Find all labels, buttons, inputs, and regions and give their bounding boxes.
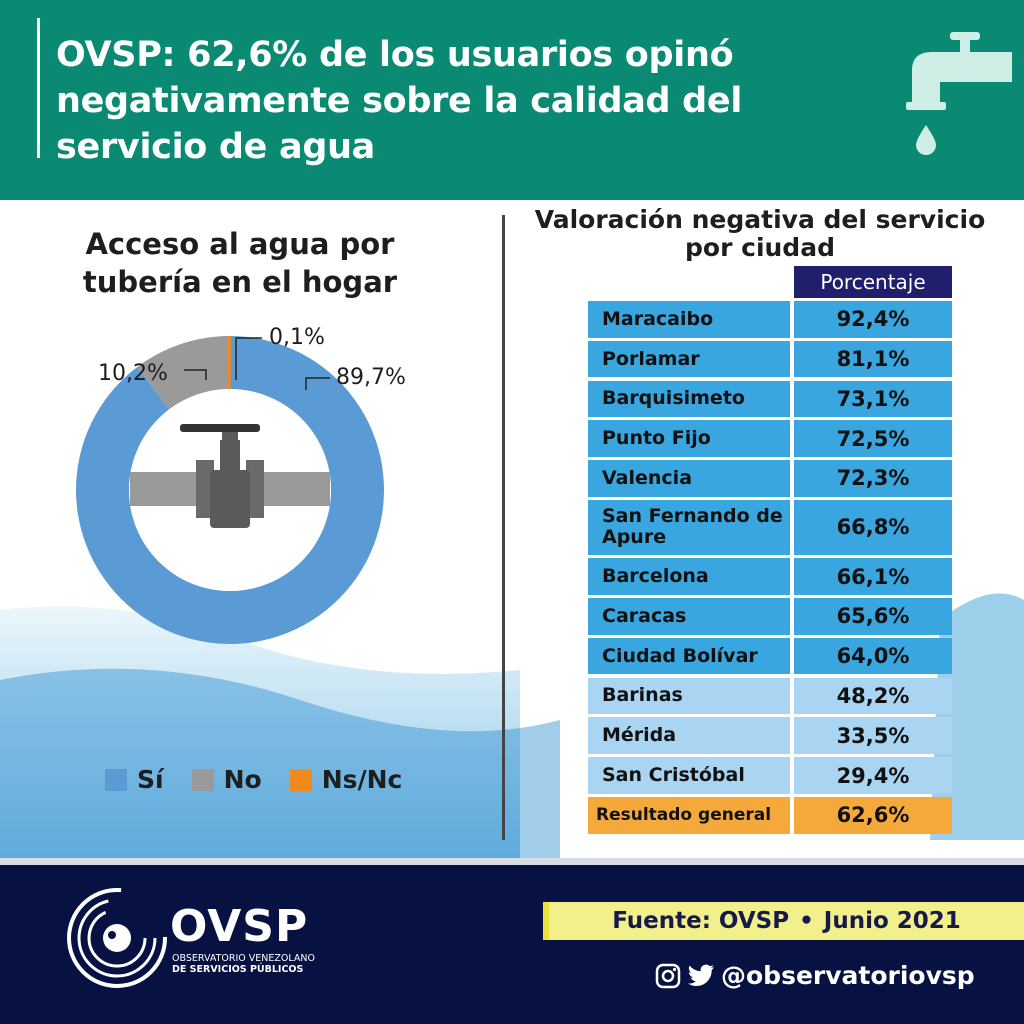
source-label: Fuente: OVSP bbox=[612, 908, 790, 934]
table-row: Mérida 33,5% bbox=[588, 717, 956, 754]
table-row: Porlamar 81,1% bbox=[588, 340, 956, 378]
table-row: San Cristóbal 29,4% bbox=[588, 757, 956, 794]
row-label: San Fernando de Apure bbox=[588, 499, 790, 555]
table-row: Valencia 72,3% bbox=[588, 460, 956, 497]
social-handle: @observatoriovsp bbox=[655, 961, 975, 990]
label-leader-lines bbox=[184, 337, 330, 390]
table-row: Maracaibo 92,4% bbox=[588, 301, 956, 338]
row-value: 72,3% bbox=[794, 460, 952, 497]
donut-legend: Sí No Ns/Nc bbox=[105, 765, 416, 794]
ovsp-logo-icon bbox=[67, 888, 167, 988]
row-value: 65,6% bbox=[794, 598, 952, 635]
header-banner: OVSP: 62,6% de los usuarios opinó negati… bbox=[0, 0, 1024, 205]
logo-subtitle-1: OBSERVATORIO VENEZOLANO bbox=[172, 953, 315, 964]
header-accent-line bbox=[37, 18, 40, 158]
table-row: Caracas 65,6% bbox=[588, 598, 956, 635]
row-label: Barquisimeto bbox=[588, 380, 790, 418]
table-title-line1: Valoración negativa del servicio bbox=[534, 205, 986, 234]
page-title: OVSP: 62,6% de los usuarios opinó negati… bbox=[56, 35, 743, 167]
donut-title: Acceso al agua por tubería en el hogar bbox=[40, 225, 440, 301]
row-value: 72,5% bbox=[794, 420, 952, 457]
city-table: Porcentaje Maracaibo 92,4% Porlamar 81,1% Ba… bbox=[588, 266, 956, 837]
logo-subtitle-2: DE SERVICIOS PÚBLICOS bbox=[172, 964, 304, 975]
donut-slice-no bbox=[137, 336, 230, 410]
row-label: Punto Fijo bbox=[588, 420, 790, 457]
column-header: Porcentaje bbox=[794, 266, 952, 298]
access-donut-chart bbox=[75, 336, 384, 644]
row-value: 66,1% bbox=[794, 558, 952, 595]
row-value: 73,1% bbox=[794, 380, 952, 418]
pipe-valve-icon bbox=[130, 424, 330, 528]
water-waves-background bbox=[0, 593, 1024, 860]
row-value: 33,5% bbox=[794, 717, 952, 754]
donut-title-line2: tubería en el hogar bbox=[82, 265, 398, 299]
panel-divider bbox=[502, 215, 505, 840]
table-row: Punto Fijo 72,5% bbox=[588, 420, 956, 457]
legend-swatch bbox=[289, 768, 312, 791]
row-value: 48,2% bbox=[794, 677, 952, 715]
table-title: Valoración negativa del servicio por ciu… bbox=[515, 206, 1005, 262]
row-label: Resultado general bbox=[588, 797, 790, 834]
row-value: 81,1% bbox=[794, 340, 952, 378]
table-row: Barquisimeto 73,1% bbox=[588, 380, 956, 418]
source-date: Junio 2021 bbox=[823, 908, 961, 934]
footer: OVSP OBSERVATORIO VENEZOLANO DE SERVICIO… bbox=[0, 865, 1024, 1024]
content-area: Acceso al agua por tubería en el hogar 1… bbox=[0, 200, 1024, 860]
row-label: Mérida bbox=[588, 717, 790, 754]
donut-slice-nsnc bbox=[227, 336, 231, 390]
row-label: San Cristóbal bbox=[588, 757, 790, 794]
table-row-total: Resultado general 62,6% bbox=[588, 797, 956, 834]
water-tap-icon bbox=[906, 32, 1012, 155]
row-value: 66,8% bbox=[794, 499, 952, 555]
legend-label: Ns/Nc bbox=[321, 765, 403, 794]
instagram-icon[interactable] bbox=[655, 963, 681, 989]
legend-swatch bbox=[105, 768, 127, 791]
row-label: Ciudad Bolívar bbox=[588, 637, 790, 675]
legend-item-no: No bbox=[191, 765, 262, 794]
row-label: Barinas bbox=[588, 677, 790, 715]
table-row: Barinas 48,2% bbox=[588, 677, 956, 715]
table-row: San Fernando de Apure 66,8% bbox=[588, 499, 956, 555]
twitter-icon[interactable] bbox=[687, 964, 715, 988]
footer-separator bbox=[0, 858, 1024, 865]
table-row: Ciudad Bolívar 64,0% bbox=[588, 637, 956, 675]
table-title-line2: por ciudad bbox=[685, 233, 835, 262]
table-row: Barcelona 66,1% bbox=[588, 558, 956, 595]
row-value: 29,4% bbox=[794, 757, 952, 794]
row-value: 62,6% bbox=[794, 797, 952, 834]
row-value: 64,0% bbox=[794, 637, 952, 675]
row-label: Porlamar bbox=[588, 340, 790, 378]
legend-item-nsnc: Ns/Nc bbox=[289, 765, 403, 794]
label-nsnc: 0,1% bbox=[269, 325, 325, 350]
legend-label: Sí bbox=[137, 765, 164, 794]
row-label: Caracas bbox=[588, 598, 790, 635]
row-label: Valencia bbox=[588, 460, 790, 497]
row-value: 92,4% bbox=[794, 301, 952, 338]
donut-slice-si bbox=[75, 336, 384, 644]
label-no: 10,2% bbox=[98, 361, 168, 386]
legend-item-si: Sí bbox=[105, 765, 164, 794]
table-rows: Maracaibo 92,4% Porlamar 81,1% Barquisimeto 7… bbox=[588, 301, 956, 794]
row-label: Barcelona bbox=[588, 558, 790, 595]
legend-label: No bbox=[223, 765, 262, 794]
legend-swatch bbox=[191, 768, 214, 791]
logo-text: OVSP bbox=[170, 901, 309, 952]
social-handle-text[interactable]: @observatoriovsp bbox=[721, 961, 975, 990]
label-si: 89,7% bbox=[336, 365, 406, 390]
source-bar: Fuente: OVSP • Junio 2021 bbox=[543, 902, 1024, 940]
source-separator: • bbox=[799, 908, 814, 934]
row-label: Maracaibo bbox=[588, 301, 790, 338]
donut-title-line1: Acceso al agua por bbox=[85, 227, 395, 261]
